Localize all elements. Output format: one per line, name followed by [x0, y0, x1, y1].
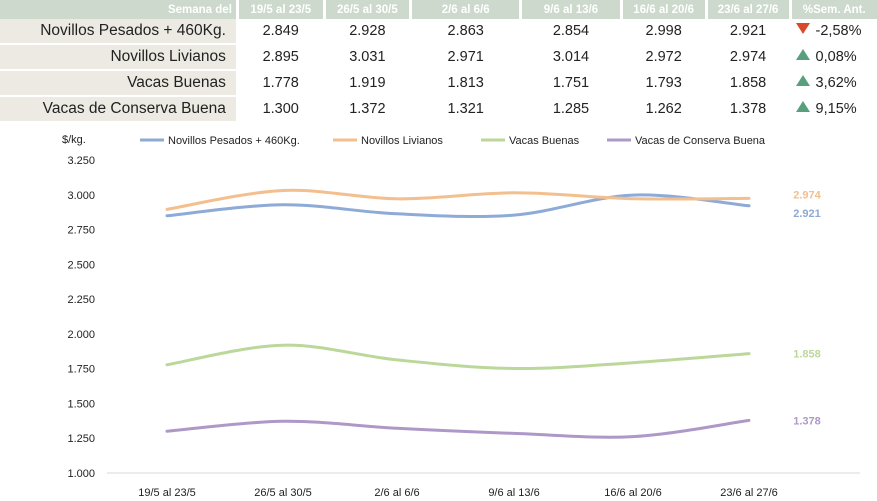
x-tick-label: 26/5 al 30/5	[254, 487, 312, 499]
table-header-row: Semana del 19/5 al 23/5 26/5 al 30/5 2/6…	[0, 0, 877, 19]
header-week: 2/6 al 6/6	[412, 0, 523, 19]
table-row: Novillos Livianos 2.895 3.031 2.971 3.01…	[0, 45, 877, 71]
table-cell: 2.972	[622, 45, 708, 71]
change-cell: 9,15%	[791, 97, 877, 123]
table-cell: 1.321	[412, 97, 523, 123]
change-value: 0,08%	[815, 49, 857, 65]
change-value: 9,15%	[815, 101, 857, 117]
header-week: 23/6 al 27/6	[707, 0, 792, 19]
series-line	[165, 418, 751, 439]
x-tick-label: 2/6 al 6/6	[374, 487, 419, 499]
row-name: Novillos Livianos	[0, 45, 239, 71]
x-tick-label: 23/6 al 27/6	[720, 487, 778, 499]
end-data-label: 2.921	[793, 208, 821, 220]
legend-label: Vacas Buenas	[509, 135, 580, 147]
table-cell: 1.300	[238, 97, 326, 123]
table-cell: 2.928	[325, 19, 413, 45]
y-tick-label: 3.250	[67, 155, 95, 167]
y-tick-label: 1.500	[67, 398, 95, 410]
y-tick-label: 3.000	[67, 190, 95, 202]
table-cell: 3.031	[325, 45, 413, 71]
legend-label: Novillos Pesados + 460Kg.	[168, 135, 300, 147]
x-tick-label: 9/6 al 13/6	[488, 487, 539, 499]
table-cell: 1.778	[238, 71, 326, 97]
y-tick-label: 1.750	[67, 364, 95, 376]
price-table: Semana del 19/5 al 23/5 26/5 al 30/5 2/6…	[0, 0, 877, 123]
table-cell: 1.372	[325, 97, 413, 123]
table-cell: 2.854	[522, 19, 623, 45]
change-cell: 0,08%	[791, 45, 877, 71]
x-tick-label: 19/5 al 23/5	[138, 487, 196, 499]
line-chart: $/kg. 1.000 1.250 1.500 1.750 2.000 2.250 2.500…	[62, 134, 860, 499]
table-cell: 2.895	[238, 45, 326, 71]
change-value: -2,58%	[815, 23, 862, 39]
y-tick-label: 2.500	[67, 259, 95, 271]
y-tick-label: 1.000	[67, 468, 95, 480]
table-cell: 2.849	[238, 19, 326, 45]
triangle-up-icon	[795, 101, 810, 112]
row-name: Novillos Pesados + 460Kg.	[0, 19, 239, 45]
header-week: 19/5 al 23/5	[238, 0, 326, 19]
legend-label: Novillos Livianos	[361, 135, 443, 147]
table-cell: 2.998	[622, 19, 708, 45]
end-data-label: 1.858	[793, 349, 821, 361]
header-change: %Sem. Ant.	[791, 0, 877, 19]
table-cell: 1.793	[622, 71, 708, 97]
table-cell: 3.014	[522, 45, 623, 71]
table-cell: 1.285	[522, 97, 623, 123]
y-tick-label: 2.000	[67, 329, 95, 341]
series-line	[165, 343, 751, 371]
table-cell: 1.919	[325, 71, 413, 97]
row-name: Vacas de Conserva Buena	[0, 97, 239, 123]
table-cell: 2.921	[707, 19, 792, 45]
x-tick-label: 16/6 al 20/6	[604, 487, 662, 499]
header-week: 9/6 al 13/6	[522, 0, 623, 19]
end-data-label: 2.974	[793, 189, 821, 201]
triangle-up-icon	[795, 49, 810, 60]
header-week: 26/5 al 30/5	[325, 0, 413, 19]
table-cell: 2.971	[412, 45, 523, 71]
table-row: Vacas de Conserva Buena 1.300 1.372 1.32…	[0, 97, 877, 123]
change-cell: -2,58%	[791, 19, 877, 45]
table-cell: 1.858	[707, 71, 792, 97]
y-tick-label: 1.250	[67, 433, 95, 445]
table-row: Vacas Buenas 1.778 1.919 1.813 1.751 1.7…	[0, 71, 877, 97]
y-axis-label: $/kg.	[62, 134, 86, 146]
table-row: Novillos Pesados + 460Kg. 2.849 2.928 2.…	[0, 19, 877, 45]
end-data-label: 1.378	[793, 415, 821, 427]
series-line	[165, 193, 751, 219]
change-cell: 3,62%	[791, 71, 877, 97]
table-cell: 1.751	[522, 71, 623, 97]
table-cell: 1.262	[622, 97, 708, 123]
table-cell: 1.378	[707, 97, 792, 123]
header-week-label: Semana del	[0, 0, 239, 19]
triangle-down-icon	[795, 23, 810, 34]
y-tick-label: 2.750	[67, 225, 95, 237]
legend-label: Vacas de Conserva Buena	[635, 135, 766, 147]
row-name: Vacas Buenas	[0, 71, 239, 97]
table-cell: 2.974	[707, 45, 792, 71]
table-cell: 2.863	[412, 19, 523, 45]
table-cell: 1.813	[412, 71, 523, 97]
change-value: 3,62%	[815, 75, 857, 91]
series-line	[165, 188, 751, 211]
triangle-up-icon	[795, 75, 810, 86]
header-week: 16/6 al 20/6	[622, 0, 708, 19]
y-tick-label: 2.250	[67, 294, 95, 306]
